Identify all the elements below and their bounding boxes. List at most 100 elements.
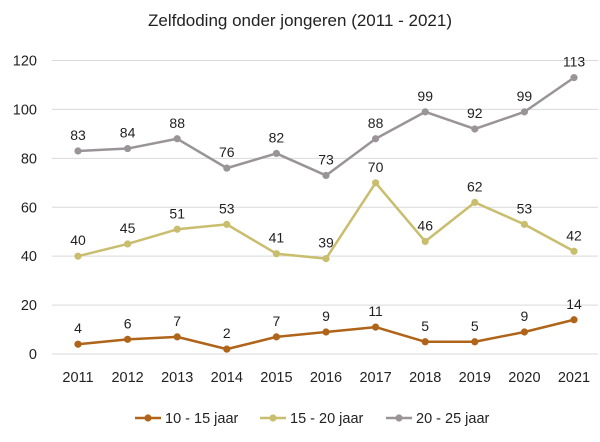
- data-label: 83: [70, 127, 86, 143]
- x-tick-label: 2013: [161, 370, 193, 386]
- data-point: [272, 333, 280, 341]
- data-label: 39: [318, 235, 334, 251]
- data-label: 9: [521, 308, 529, 324]
- data-point: [74, 252, 82, 260]
- data-label: 88: [368, 115, 384, 131]
- data-point: [272, 149, 280, 158]
- data-point: [520, 220, 529, 228]
- legend-marker: [269, 414, 277, 422]
- chart-title: Zelfdoding onder jongeren (2011 - 2021): [148, 11, 452, 30]
- x-tick-label: 2011: [62, 370, 93, 386]
- x-tick-label: 2017: [359, 370, 391, 386]
- data-label: 53: [517, 200, 533, 216]
- data-label: 5: [471, 318, 479, 334]
- data-point: [471, 198, 479, 206]
- data-point: [372, 135, 380, 143]
- legend: 10 - 15 jaar 15 - 20 jaar 20 - 25 jaar: [135, 411, 490, 427]
- x-axis-tick-labels: 2011 2012 2013 2014 2015 2016 2017 2018 2019 2020…: [62, 370, 590, 386]
- y-tick-label: 100: [13, 102, 37, 118]
- data-label: 70: [368, 159, 384, 175]
- data-point: [471, 338, 479, 346]
- data-label: 4: [74, 320, 82, 336]
- data-label: 46: [417, 217, 433, 233]
- data-label: 6: [124, 315, 132, 331]
- data-label: 73: [318, 151, 334, 167]
- y-tick-label: 20: [21, 298, 37, 314]
- legend-entry: 20 - 25 jaar: [386, 411, 490, 427]
- data-label: 51: [169, 205, 185, 221]
- data-label: 42: [566, 227, 582, 243]
- legend-label: 10 - 15 jaar: [165, 411, 239, 427]
- data-point: [520, 328, 529, 336]
- data-label: 82: [269, 129, 285, 145]
- data-point: [322, 171, 330, 180]
- data-label: 2: [223, 325, 231, 341]
- x-tick-label: 2015: [260, 370, 292, 386]
- y-axis-tick-labels: 0 20 40 60 80 100 120: [13, 54, 37, 364]
- data-label: 99: [417, 88, 433, 104]
- data-point: [372, 323, 380, 331]
- data-label: 92: [467, 105, 483, 121]
- x-tick-label: 2021: [558, 370, 590, 386]
- data-point: [322, 328, 330, 336]
- data-point: [570, 247, 578, 255]
- data-label: 9: [322, 308, 330, 324]
- data-point: [272, 250, 280, 258]
- x-tick-label: 2019: [459, 370, 491, 386]
- data-label: 45: [120, 220, 136, 236]
- series-1: [74, 316, 578, 353]
- series-3: [74, 74, 578, 180]
- data-label: 62: [467, 178, 483, 194]
- legend-label: 20 - 25 jaar: [416, 411, 490, 427]
- data-point: [173, 225, 181, 233]
- data-label: 99: [517, 88, 533, 104]
- data-point: [173, 135, 181, 143]
- x-tick-label: 2018: [409, 370, 441, 386]
- x-tick-label: 2020: [508, 370, 540, 386]
- series-2: [74, 179, 578, 263]
- legend-entry: 15 - 20 jaar: [260, 411, 364, 427]
- data-point: [74, 147, 82, 155]
- legend-label: 15 - 20 jaar: [290, 411, 364, 427]
- y-tick-label: 120: [13, 54, 37, 70]
- x-tick-label: 2012: [111, 370, 143, 386]
- data-label: 11: [368, 303, 383, 319]
- data-label: 84: [120, 125, 136, 141]
- legend-marker: [395, 414, 403, 422]
- data-point: [570, 74, 578, 82]
- data-point: [421, 338, 429, 346]
- y-tick-label: 40: [21, 249, 37, 265]
- data-label: 7: [173, 313, 181, 329]
- data-point: [421, 237, 429, 246]
- series-lines: [74, 74, 578, 353]
- data-label: 41: [269, 230, 285, 246]
- data-point: [124, 144, 132, 153]
- data-label: 53: [219, 200, 235, 216]
- legend-marker: [144, 414, 152, 422]
- data-point: [74, 340, 82, 348]
- data-label: 40: [70, 232, 86, 248]
- data-point: [124, 240, 132, 248]
- data-point: [421, 108, 429, 116]
- data-point: [223, 345, 231, 353]
- y-tick-label: 80: [21, 151, 37, 167]
- data-point: [173, 333, 181, 341]
- data-label: 7: [273, 313, 281, 329]
- data-label: 76: [219, 144, 235, 160]
- data-label: 113: [563, 54, 586, 70]
- data-point: [124, 335, 132, 343]
- data-point: [322, 255, 330, 263]
- y-tick-label: 60: [21, 200, 37, 216]
- data-point: [570, 316, 578, 324]
- x-tick-label: 2016: [310, 370, 342, 386]
- data-point: [520, 108, 529, 116]
- data-point: [372, 179, 380, 187]
- legend-entry: 10 - 15 jaar: [135, 411, 239, 427]
- data-point: [223, 164, 231, 172]
- data-label: 14: [566, 296, 582, 312]
- y-tick-label: 0: [29, 347, 37, 363]
- data-point: [223, 220, 231, 228]
- data-label: 5: [421, 318, 429, 334]
